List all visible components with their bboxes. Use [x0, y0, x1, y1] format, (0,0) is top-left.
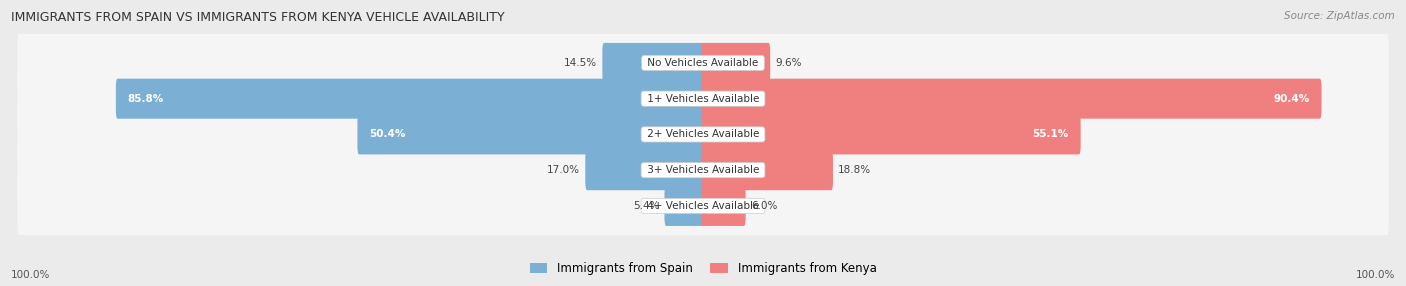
FancyBboxPatch shape [115, 79, 704, 119]
FancyBboxPatch shape [702, 43, 770, 83]
Text: 17.0%: 17.0% [547, 165, 581, 175]
Text: No Vehicles Available: No Vehicles Available [644, 58, 762, 68]
Text: 55.1%: 55.1% [1032, 130, 1069, 139]
Text: 50.4%: 50.4% [370, 130, 406, 139]
Legend: Immigrants from Spain, Immigrants from Kenya: Immigrants from Spain, Immigrants from K… [524, 258, 882, 280]
Text: 9.6%: 9.6% [775, 58, 801, 68]
Text: 100.0%: 100.0% [1355, 270, 1395, 280]
Text: 90.4%: 90.4% [1274, 94, 1309, 104]
FancyBboxPatch shape [665, 186, 704, 226]
FancyBboxPatch shape [357, 114, 704, 154]
Text: 6.0%: 6.0% [751, 201, 778, 211]
Text: 1+ Vehicles Available: 1+ Vehicles Available [644, 94, 762, 104]
FancyBboxPatch shape [17, 173, 1389, 239]
Text: IMMIGRANTS FROM SPAIN VS IMMIGRANTS FROM KENYA VEHICLE AVAILABILITY: IMMIGRANTS FROM SPAIN VS IMMIGRANTS FROM… [11, 11, 505, 24]
FancyBboxPatch shape [17, 138, 1389, 203]
Text: 5.4%: 5.4% [633, 201, 659, 211]
Text: Source: ZipAtlas.com: Source: ZipAtlas.com [1284, 11, 1395, 21]
FancyBboxPatch shape [585, 150, 704, 190]
FancyBboxPatch shape [17, 66, 1389, 131]
FancyBboxPatch shape [602, 43, 704, 83]
Text: 85.8%: 85.8% [128, 94, 165, 104]
FancyBboxPatch shape [702, 150, 832, 190]
FancyBboxPatch shape [702, 114, 1081, 154]
Text: 100.0%: 100.0% [11, 270, 51, 280]
Text: 4+ Vehicles Available: 4+ Vehicles Available [644, 201, 762, 211]
Text: 14.5%: 14.5% [564, 58, 598, 68]
Text: 18.8%: 18.8% [838, 165, 872, 175]
FancyBboxPatch shape [17, 30, 1389, 96]
Text: 2+ Vehicles Available: 2+ Vehicles Available [644, 130, 762, 139]
FancyBboxPatch shape [702, 79, 1322, 119]
FancyBboxPatch shape [702, 186, 745, 226]
FancyBboxPatch shape [17, 102, 1389, 167]
Text: 3+ Vehicles Available: 3+ Vehicles Available [644, 165, 762, 175]
